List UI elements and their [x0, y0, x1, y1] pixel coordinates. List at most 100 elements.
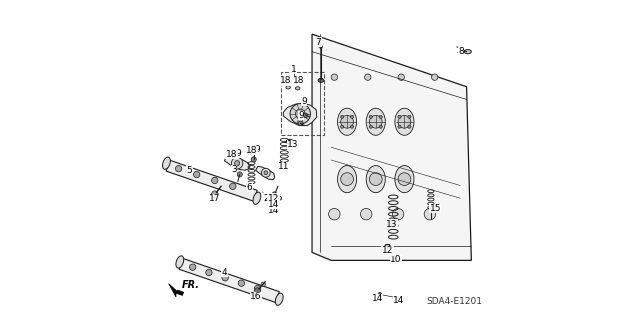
Polygon shape — [312, 34, 471, 260]
Ellipse shape — [318, 78, 324, 82]
Circle shape — [340, 125, 344, 128]
Text: 9: 9 — [254, 145, 260, 154]
Circle shape — [205, 269, 212, 276]
Text: 16: 16 — [250, 292, 261, 301]
Bar — [281, 72, 324, 134]
Ellipse shape — [176, 256, 184, 268]
Circle shape — [222, 275, 228, 281]
Circle shape — [360, 208, 372, 220]
Text: 13: 13 — [386, 220, 397, 229]
Ellipse shape — [286, 139, 293, 144]
Circle shape — [398, 115, 401, 118]
Text: 11: 11 — [278, 162, 290, 171]
Circle shape — [274, 201, 278, 205]
Ellipse shape — [337, 165, 356, 193]
Ellipse shape — [337, 108, 356, 135]
Circle shape — [340, 173, 353, 186]
Circle shape — [398, 116, 411, 128]
Text: 15: 15 — [429, 204, 441, 213]
Polygon shape — [284, 103, 317, 125]
Circle shape — [398, 173, 411, 186]
Text: 6: 6 — [246, 183, 252, 192]
Polygon shape — [169, 284, 184, 297]
Text: 3: 3 — [231, 165, 237, 174]
Circle shape — [351, 125, 354, 128]
Ellipse shape — [286, 86, 291, 89]
Circle shape — [392, 208, 404, 220]
Circle shape — [424, 208, 436, 220]
Text: 7: 7 — [316, 38, 321, 47]
Text: 8: 8 — [458, 47, 464, 56]
Circle shape — [296, 109, 305, 119]
Circle shape — [379, 115, 382, 118]
Ellipse shape — [231, 155, 236, 158]
Circle shape — [237, 172, 243, 177]
Text: FR.: FR. — [181, 280, 200, 290]
Text: 14: 14 — [268, 206, 280, 215]
Circle shape — [331, 74, 337, 80]
Polygon shape — [225, 156, 250, 170]
Polygon shape — [166, 160, 257, 201]
Ellipse shape — [275, 293, 283, 305]
Circle shape — [319, 45, 323, 49]
Circle shape — [189, 264, 196, 270]
Ellipse shape — [366, 165, 385, 193]
Ellipse shape — [465, 50, 471, 54]
Ellipse shape — [395, 108, 414, 135]
Circle shape — [254, 285, 260, 292]
Ellipse shape — [385, 244, 390, 249]
Circle shape — [390, 221, 394, 225]
Circle shape — [251, 157, 256, 162]
Text: 17: 17 — [209, 194, 220, 204]
Text: 18: 18 — [292, 76, 304, 85]
Circle shape — [272, 192, 276, 196]
Circle shape — [398, 125, 401, 128]
Polygon shape — [255, 166, 275, 180]
Circle shape — [193, 172, 200, 178]
Circle shape — [369, 173, 382, 186]
Ellipse shape — [163, 157, 170, 169]
Text: 4: 4 — [221, 268, 227, 277]
Circle shape — [230, 183, 236, 189]
Ellipse shape — [395, 165, 414, 193]
Circle shape — [290, 104, 310, 124]
Circle shape — [264, 171, 268, 175]
Circle shape — [319, 78, 323, 82]
Text: 9: 9 — [298, 111, 304, 120]
Circle shape — [398, 74, 404, 80]
Text: SDA4-E1201: SDA4-E1201 — [427, 297, 483, 306]
Circle shape — [235, 161, 240, 166]
Polygon shape — [179, 259, 279, 302]
Circle shape — [212, 177, 218, 184]
Text: 18: 18 — [280, 76, 291, 85]
Circle shape — [298, 121, 303, 125]
Circle shape — [255, 288, 260, 293]
Text: 10: 10 — [390, 255, 401, 264]
Circle shape — [369, 115, 372, 118]
Ellipse shape — [276, 196, 282, 200]
Circle shape — [328, 208, 340, 220]
Circle shape — [369, 125, 372, 128]
Circle shape — [261, 168, 270, 177]
Text: 14: 14 — [268, 200, 280, 209]
Circle shape — [408, 115, 411, 118]
Circle shape — [175, 165, 182, 172]
Circle shape — [303, 113, 308, 118]
Text: 2: 2 — [263, 194, 269, 203]
Circle shape — [340, 116, 353, 128]
Ellipse shape — [366, 108, 385, 135]
Circle shape — [378, 292, 382, 296]
Circle shape — [369, 116, 382, 128]
Circle shape — [365, 74, 371, 80]
Circle shape — [351, 115, 354, 118]
Circle shape — [379, 125, 382, 128]
Ellipse shape — [296, 87, 300, 90]
Text: 9: 9 — [301, 97, 307, 106]
Text: 18: 18 — [246, 146, 257, 155]
Text: 12: 12 — [268, 194, 279, 203]
Text: 14: 14 — [372, 294, 383, 303]
Circle shape — [261, 282, 266, 286]
Circle shape — [431, 74, 438, 80]
Circle shape — [288, 140, 292, 143]
Circle shape — [212, 191, 218, 197]
